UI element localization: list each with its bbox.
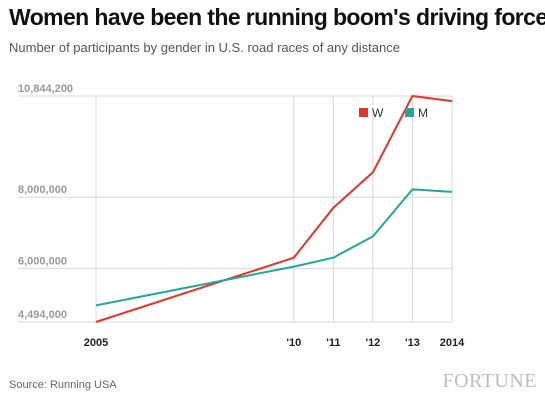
legend-swatch-m: [405, 108, 414, 117]
series-line-m: [95, 188, 453, 307]
x-tick-label: 2005: [84, 337, 108, 349]
y-tick-label: 4,494,000: [18, 309, 67, 321]
gridlines: [18, 95, 453, 323]
x-tick-label: '12: [365, 337, 380, 349]
x-axis-tick-labels: 2005 '10 '11 '12 '13 2014: [84, 337, 465, 349]
series-lines: [95, 95, 453, 323]
x-tick-label: '11: [326, 337, 340, 349]
y-tick-label: 10,844,200: [18, 83, 73, 95]
legend-swatch-w: [359, 108, 368, 117]
y-tick-label: 6,000,000: [18, 255, 67, 267]
chart-subtitle: Number of participants by gender in U.S.…: [9, 40, 400, 55]
source-note: Source: Running USA: [9, 379, 117, 391]
x-tick-label: 2014: [440, 337, 465, 349]
series-line-w: [95, 95, 453, 323]
legend-label-w: W: [372, 106, 384, 120]
y-tick-label: 8,000,000: [18, 184, 67, 196]
x-tick-label: '10: [286, 337, 301, 349]
y-axis-tick-labels: 4,494,000 6,000,000 8,000,000 10,844,200: [18, 83, 73, 321]
publisher-logo: FORTUNE: [442, 370, 537, 392]
legend-label-m: M: [418, 106, 428, 120]
x-tick-label: '13: [405, 337, 420, 349]
chart-title: Women have been the running boom's drivi…: [9, 4, 545, 30]
